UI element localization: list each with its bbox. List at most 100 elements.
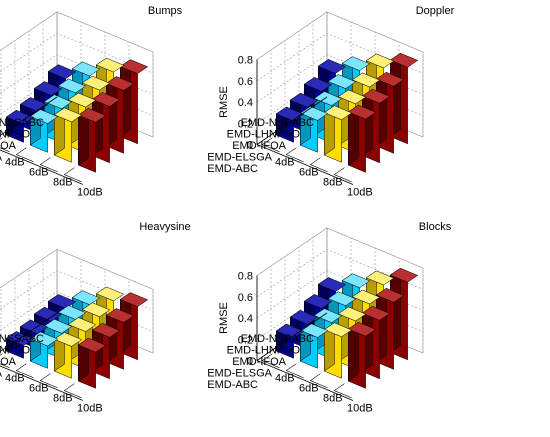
bar-10dB-EMD-ELSGA [77,107,107,173]
bar-top-face [95,57,125,73]
chart-title: Heavysine [139,221,190,233]
bar-side-face [40,373,51,381]
bar-top-face [81,302,111,318]
method-label: EMD-NSSABC [0,117,44,129]
bar-side-face [40,157,51,165]
method-label: EMD-ABC [207,379,258,391]
noise-label: 4dB [5,373,25,385]
bar-top-face [57,78,87,94]
bar-front-face [0,363,10,369]
z-tick-label: 0.4 [238,313,253,325]
bar-4dB-EMD-ABC [262,137,280,153]
z-tick-label: 0.2 [238,118,253,130]
method-label: EMD-NSSABC [241,117,314,129]
bar-4dB-EMD-ABC [0,353,10,369]
bar-front-face [286,370,304,379]
bar-top-face [323,322,353,338]
method-label: EMD-ELSGA [207,367,272,379]
bar-4dB-EMD-ABC [0,137,10,153]
bar-top-face [105,308,135,323]
chart-panel-blocks: 0 0.2 0.4 0.6 0.8 EMD-NSSABCEMD-LHNPSOEMD-IFO… [207,221,451,415]
bar-top-face [361,88,391,104]
bar-top-face [33,81,63,96]
chart-panel-heavysine: 00.20.40.6EMD-NSSABCEMD-LHNPSOEMD-IFOAEM… [0,221,191,415]
bar-top-face [337,306,367,322]
bar-6dB-EMD-ABC [16,363,34,379]
bar-top-face [119,292,149,307]
bar-side-face [334,167,345,175]
method-label: EMD-LHNPSO [0,344,30,356]
z-gridline [256,11,424,60]
axis-methods [0,312,58,353]
bar-top-face [81,75,111,91]
bar-front-face [286,154,304,163]
z-gridline [0,11,154,53]
chart-panel-doppler: 0 0.2 0.4 0.6 0.8 EMD-NSSABCEMD-LHNPSOEMD-IFO… [207,5,454,199]
method-label: EMD-LHNPSO [227,128,301,140]
z-axis-label: RMSE [218,86,230,118]
bar-side-face [64,167,75,175]
z-axis-label: RMSE [218,302,230,334]
bar-6dB-EMD-ELSGA [299,105,329,153]
bar-side-face [310,373,321,381]
bar-4dB-EMD-ELSGA [5,109,35,143]
z-tick-label: 0.6 [238,292,253,304]
bar-10dB-EMD-NSSABC [389,267,419,361]
bar-8dB-EMD-ABC [310,373,328,389]
z-tick-label: 0.6 [238,76,253,88]
axis-methods [0,96,58,137]
bar-top-face [95,286,125,302]
bar-6dB-EMD-ABC [286,363,304,379]
z-gridline [0,32,154,74]
bar-top-face [303,294,333,309]
method-label: EMD-ELSGA [0,367,3,379]
noise-label: 4dB [275,157,295,169]
bar-side-face [64,383,75,391]
chart-title: Blocks [419,221,452,233]
z-gridline [0,248,154,290]
noise-label: 10dB [77,187,103,199]
bar-front-face [40,380,58,389]
bar-10dB-EMD-ELSGA [347,321,377,389]
bar-10dB-EMD-NSSABC [119,292,149,361]
z-tick-label: 0.4 [238,97,253,109]
bar-front-face [310,380,328,389]
bar-top-face [365,53,395,69]
bar-front-face [262,360,280,369]
bar-front-face [16,154,34,163]
z-tick-label: 0.8 [238,271,253,283]
bar-top-face [351,289,381,305]
bar-top-face [67,92,97,108]
bar-top-face [53,332,83,347]
bar-top-face [53,107,83,123]
method-label: EMD-NSSABC [0,333,44,345]
bar-front-face [64,390,82,399]
bar-top-face [389,52,419,68]
method-label: EMD-ABC [207,163,258,175]
bar-top-face [327,74,357,89]
z-tick-label: 0 [247,140,253,152]
bar-side-face [16,147,27,155]
bar-top-face [327,291,357,306]
method-label: EMD-IFOA [0,356,17,368]
bar-top-face [341,56,371,71]
bar-top-face [67,317,97,332]
axis-noise [256,144,354,185]
bar-top-face [317,59,347,74]
chart-panel-bumps: 00.20.40.60.8EMD-NSSABCEMD-LHNPSOEMD-IFO… [0,5,183,199]
bar-side-face [262,353,273,361]
bar-side-face [334,383,345,391]
bar-10dB-EMD-ELSGA [77,337,107,389]
bar-top-face [29,331,59,347]
bar-top-face [361,306,391,321]
method-label: EMD-IFOA [0,140,17,152]
bar-6dB-EMD-ABC [286,147,304,163]
bar-top-face [375,72,405,87]
noise-label: 10dB [347,403,373,415]
bar-top-face [29,109,59,124]
bar-8dB-EMD-ABC [40,157,58,173]
noise-label: 4dB [275,373,295,385]
z-tick-label: 0.8 [238,55,253,67]
bar-top-face [313,91,343,106]
